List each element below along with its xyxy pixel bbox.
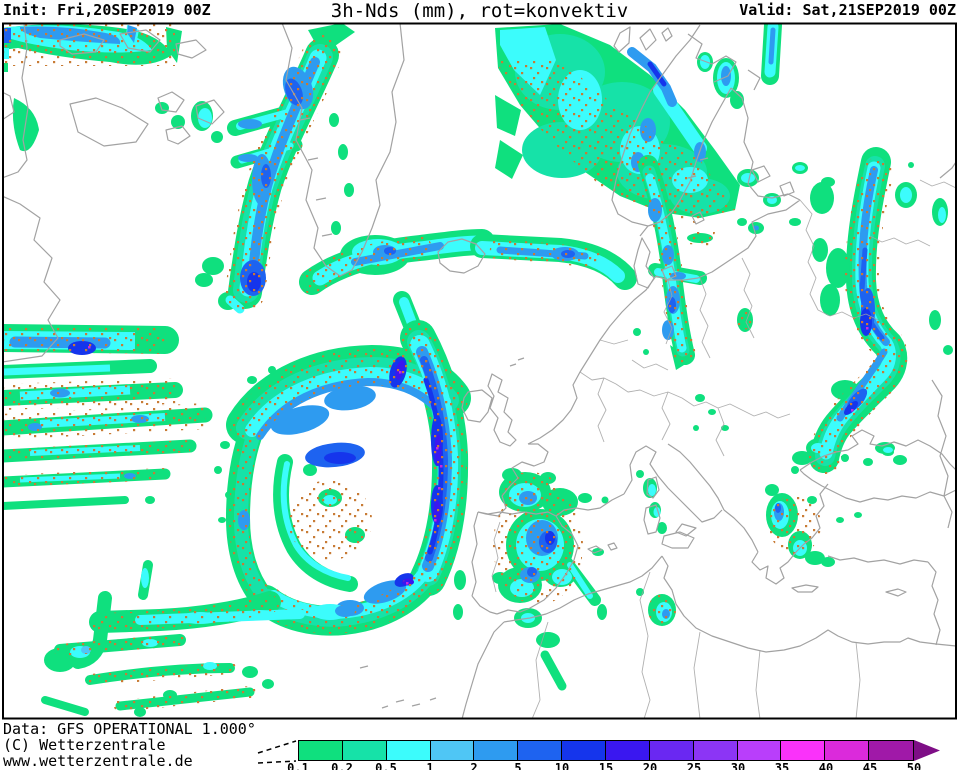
precip-band-denmark-strait [299, 229, 495, 339]
valid-time-label: Valid: Sat,21SEP2019 00Z [739, 1, 956, 19]
footer-copyright-line: (C) Wetterzentrale [3, 736, 166, 754]
precip-band-greenland [195, 24, 355, 314]
precip-iberia-storms [453, 468, 607, 691]
country-borders [491, 179, 956, 718]
precip-topleft-corner [3, 24, 223, 152]
legend-segment [299, 741, 343, 760]
legend-label: 50 [906, 761, 922, 770]
legend-labels: 0.1 0.2 0.5 1 2 5 10 15 20 25 30 35 40 45 50 [287, 761, 958, 770]
coastlines [3, 24, 956, 718]
precip-chain-baltic-to-balkans [633, 154, 707, 370]
init-time-label: Init: Fri,20SEP2019 00Z [3, 1, 211, 19]
legend-segment [781, 741, 826, 760]
legend-label: 0.5 [375, 761, 397, 770]
precip-kola-blobs [697, 24, 782, 109]
legend-label: 0.2 [331, 761, 353, 770]
precip-italy-blobs [601, 470, 667, 534]
legend-label: 45 [862, 761, 878, 770]
precip-greece-blobs [765, 454, 862, 567]
legend-segment [342, 741, 387, 760]
legend-bar [298, 740, 914, 761]
legend-segment [649, 741, 694, 760]
legend-segment [518, 741, 563, 760]
legend-segment [869, 741, 914, 760]
legend-label: 15 [598, 761, 614, 770]
legend-segment [562, 741, 607, 760]
precip-scandinavia-mass [495, 24, 740, 225]
precip-band-norwegian-sea [470, 234, 637, 290]
legend-segment [737, 741, 782, 760]
legend: 0.1 0.2 0.5 1 2 5 10 15 20 25 30 35 40 45 50 [287, 740, 958, 770]
legend-label: 30 [730, 761, 746, 770]
legend-segment [606, 741, 650, 760]
legend-label: 2 [470, 761, 478, 770]
map-contents [3, 24, 956, 718]
legend-label: 20 [642, 761, 658, 770]
legend-segment [825, 741, 870, 760]
precip-southwest-streaks [41, 560, 355, 717]
legend-leader-lines [257, 740, 297, 764]
footer-data-line: Data: GFS OPERATIONAL 1.000° [3, 720, 256, 738]
precip-left-edge-bands [3, 324, 213, 510]
footer-site-line: www.wetterzentrale.de [3, 752, 193, 770]
legend-label: 5 [514, 761, 522, 770]
precip-band-east-hook [792, 147, 908, 474]
precip-atlantic-spiral [214, 320, 471, 636]
precip-tunisia-blob [636, 588, 676, 626]
legend-segment [474, 741, 519, 760]
legend-label: 25 [686, 761, 702, 770]
legend-arrowhead [914, 740, 940, 761]
map-frame [2, 22, 957, 720]
legend-label: 1 [426, 761, 434, 770]
footer-credits: Data: GFS OPERATIONAL 1.000° (C) Wetterz… [3, 721, 256, 769]
map-title: 3h-Nds (mm), rot=konvektiv [330, 0, 629, 22]
legend-label: 10 [554, 761, 570, 770]
legend-label: 40 [818, 761, 834, 770]
legend-segment [386, 741, 431, 760]
legend-label: 0.1 [287, 761, 309, 770]
precip-balkan-specks [693, 198, 953, 465]
legend-segment [693, 741, 738, 760]
legend-segment [430, 741, 475, 760]
legend-label: 35 [774, 761, 790, 770]
